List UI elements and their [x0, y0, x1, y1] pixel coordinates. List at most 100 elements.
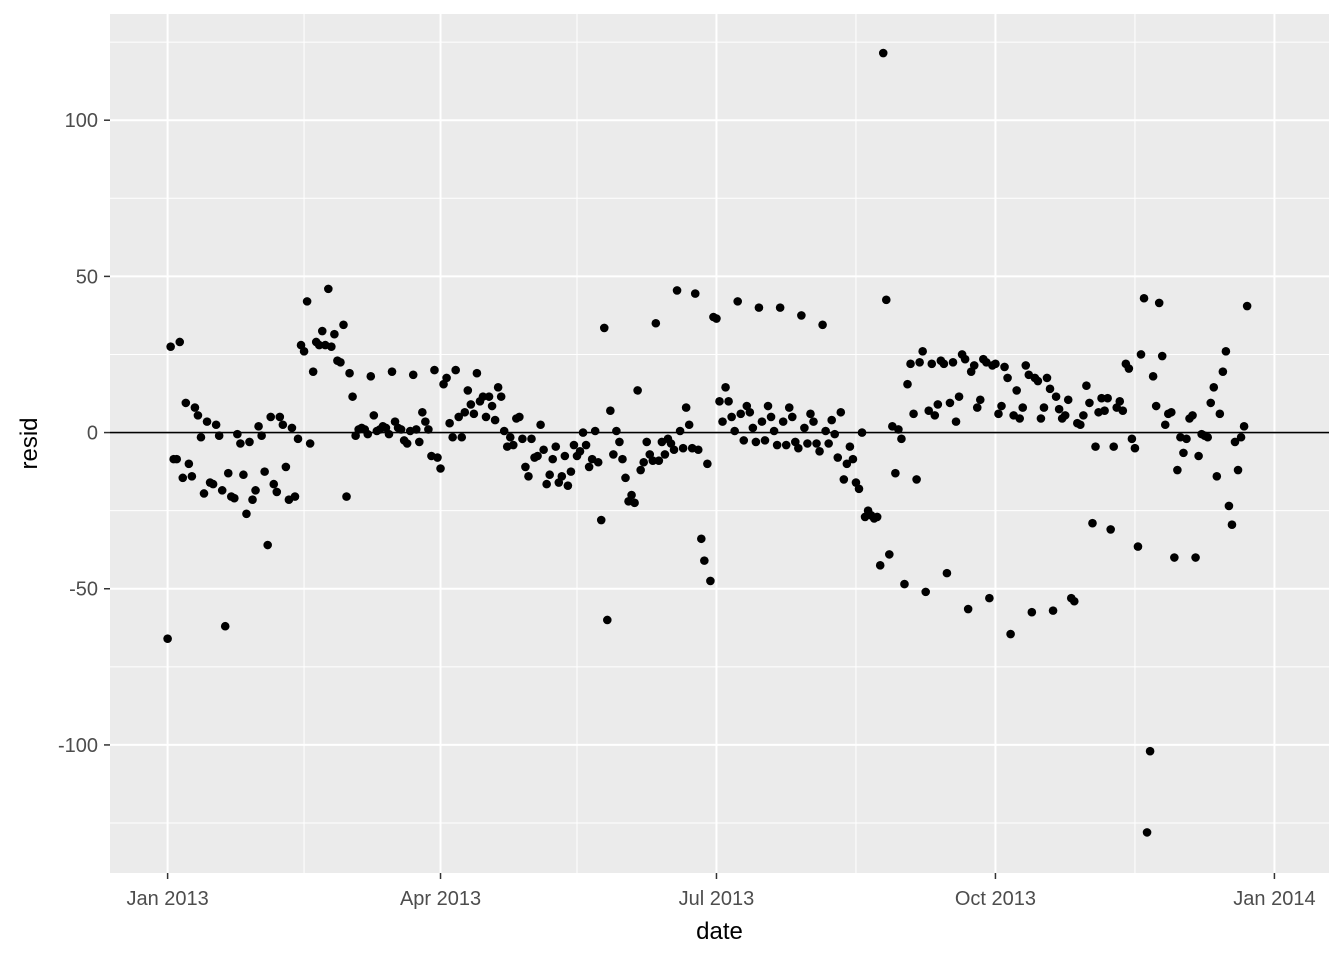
data-point — [1239, 422, 1249, 431]
data-point — [603, 615, 612, 625]
data-point — [678, 443, 688, 453]
data-point — [854, 484, 864, 494]
data-point — [651, 318, 661, 328]
data-point — [369, 411, 379, 420]
data-point — [1182, 434, 1191, 444]
x-axis-title: date — [696, 918, 743, 945]
data-point — [166, 342, 175, 351]
data-point — [1127, 434, 1137, 444]
data-point — [299, 347, 309, 356]
data-point — [184, 459, 194, 469]
y-axis-title: resid — [16, 417, 43, 469]
y-tick-label: 100 — [65, 110, 98, 132]
data-point — [894, 425, 903, 434]
data-point — [551, 442, 561, 451]
data-point — [718, 417, 727, 426]
y-tick-label: 0 — [87, 423, 98, 445]
data-point — [1018, 403, 1028, 412]
data-point — [933, 400, 943, 409]
data-point — [260, 467, 269, 476]
data-point — [402, 439, 412, 448]
data-point — [187, 471, 197, 481]
data-point — [969, 361, 979, 370]
data-point — [848, 454, 858, 464]
data-point — [433, 453, 442, 462]
data-point — [366, 372, 376, 381]
data-point — [245, 437, 254, 447]
data-point — [478, 392, 488, 401]
data-point — [1100, 406, 1109, 416]
data-point — [881, 295, 891, 305]
data-point — [1242, 301, 1252, 311]
data-point — [233, 429, 242, 439]
data-point — [463, 386, 473, 395]
data-point — [263, 540, 272, 550]
minor-gridlines — [110, 14, 1329, 873]
data-point — [290, 492, 300, 501]
data-point — [960, 354, 970, 364]
data-point — [827, 415, 836, 425]
data-points — [163, 48, 1252, 837]
data-point — [1003, 373, 1012, 383]
data-point — [891, 468, 900, 478]
data-point — [536, 420, 545, 430]
data-point — [236, 439, 245, 448]
data-point — [414, 437, 424, 447]
data-point — [269, 479, 279, 489]
data-point — [833, 453, 843, 462]
data-point — [897, 434, 906, 444]
data-point — [769, 426, 779, 436]
data-point — [421, 417, 430, 426]
data-point — [809, 417, 818, 426]
data-point — [821, 426, 830, 436]
data-point — [1194, 451, 1203, 461]
data-point — [1118, 406, 1128, 416]
data-point — [787, 412, 797, 422]
data-point — [481, 412, 491, 422]
data-point — [639, 457, 648, 467]
data-point — [330, 329, 339, 339]
data-point — [499, 426, 509, 436]
data-point — [1221, 347, 1231, 356]
data-point — [569, 440, 579, 450]
data-point — [972, 403, 982, 412]
data-point — [954, 392, 964, 401]
data-point — [794, 443, 803, 453]
data-point — [254, 422, 263, 431]
data-point — [1173, 465, 1182, 475]
data-point — [857, 428, 867, 437]
data-point — [1079, 411, 1088, 420]
data-point — [533, 451, 542, 461]
data-point — [815, 447, 824, 456]
data-point — [257, 431, 266, 440]
data-point — [542, 479, 551, 489]
data-point — [1188, 411, 1197, 420]
data-point — [1036, 414, 1046, 423]
data-point — [909, 409, 918, 419]
data-point — [424, 425, 433, 434]
data-point — [193, 411, 203, 420]
data-point — [1048, 606, 1058, 615]
data-point — [1088, 518, 1097, 528]
data-point — [317, 326, 327, 336]
data-point — [609, 450, 618, 459]
data-point — [712, 314, 721, 323]
data-point — [1109, 442, 1119, 451]
data-point — [490, 415, 500, 425]
data-point — [590, 426, 600, 436]
y-axis: 100 50 0 -50 -100 — [58, 110, 110, 757]
data-point — [584, 462, 594, 472]
data-point — [302, 297, 312, 306]
data-point — [927, 359, 937, 369]
data-point — [1027, 607, 1037, 617]
data-point — [242, 509, 251, 519]
data-point — [266, 412, 276, 422]
x-axis: Jan 2013 Apr 2013 Jul 2013 Oct 2013 Jan 2014 — [126, 873, 1316, 910]
data-point — [539, 445, 548, 455]
data-point — [248, 495, 257, 505]
data-point — [994, 409, 1003, 419]
data-point — [472, 368, 482, 378]
data-point — [766, 412, 776, 422]
data-point — [223, 468, 233, 478]
data-point — [636, 465, 645, 475]
